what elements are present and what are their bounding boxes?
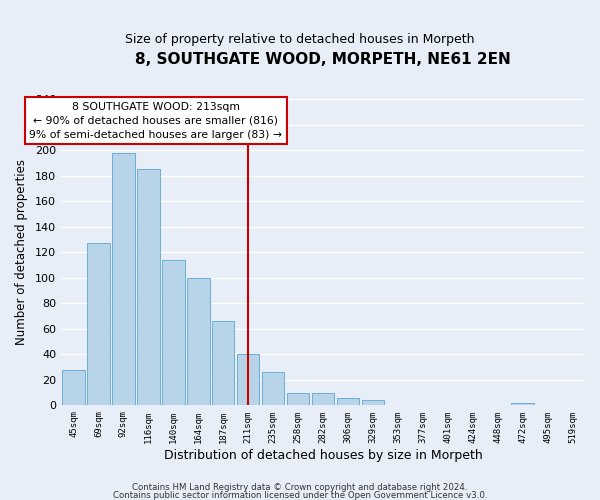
Bar — [87, 244, 110, 406]
Bar — [511, 403, 534, 406]
Bar — [212, 321, 235, 406]
Bar — [337, 398, 359, 406]
Text: Size of property relative to detached houses in Morpeth: Size of property relative to detached ho… — [125, 32, 475, 46]
Y-axis label: Number of detached properties: Number of detached properties — [15, 160, 28, 346]
Bar — [62, 370, 85, 406]
Bar — [112, 153, 134, 406]
Bar — [362, 400, 384, 406]
Bar — [287, 392, 310, 406]
X-axis label: Distribution of detached houses by size in Morpeth: Distribution of detached houses by size … — [164, 450, 482, 462]
Bar — [312, 392, 334, 406]
Title: 8, SOUTHGATE WOOD, MORPETH, NE61 2EN: 8, SOUTHGATE WOOD, MORPETH, NE61 2EN — [135, 52, 511, 68]
Bar — [187, 278, 209, 406]
Bar — [137, 170, 160, 406]
Bar — [262, 372, 284, 406]
Text: Contains public sector information licensed under the Open Government Licence v3: Contains public sector information licen… — [113, 490, 487, 500]
Bar — [162, 260, 185, 406]
Text: Contains HM Land Registry data © Crown copyright and database right 2024.: Contains HM Land Registry data © Crown c… — [132, 483, 468, 492]
Text: 8 SOUTHGATE WOOD: 213sqm
← 90% of detached houses are smaller (816)
9% of semi-d: 8 SOUTHGATE WOOD: 213sqm ← 90% of detach… — [29, 102, 283, 140]
Bar — [237, 354, 259, 406]
